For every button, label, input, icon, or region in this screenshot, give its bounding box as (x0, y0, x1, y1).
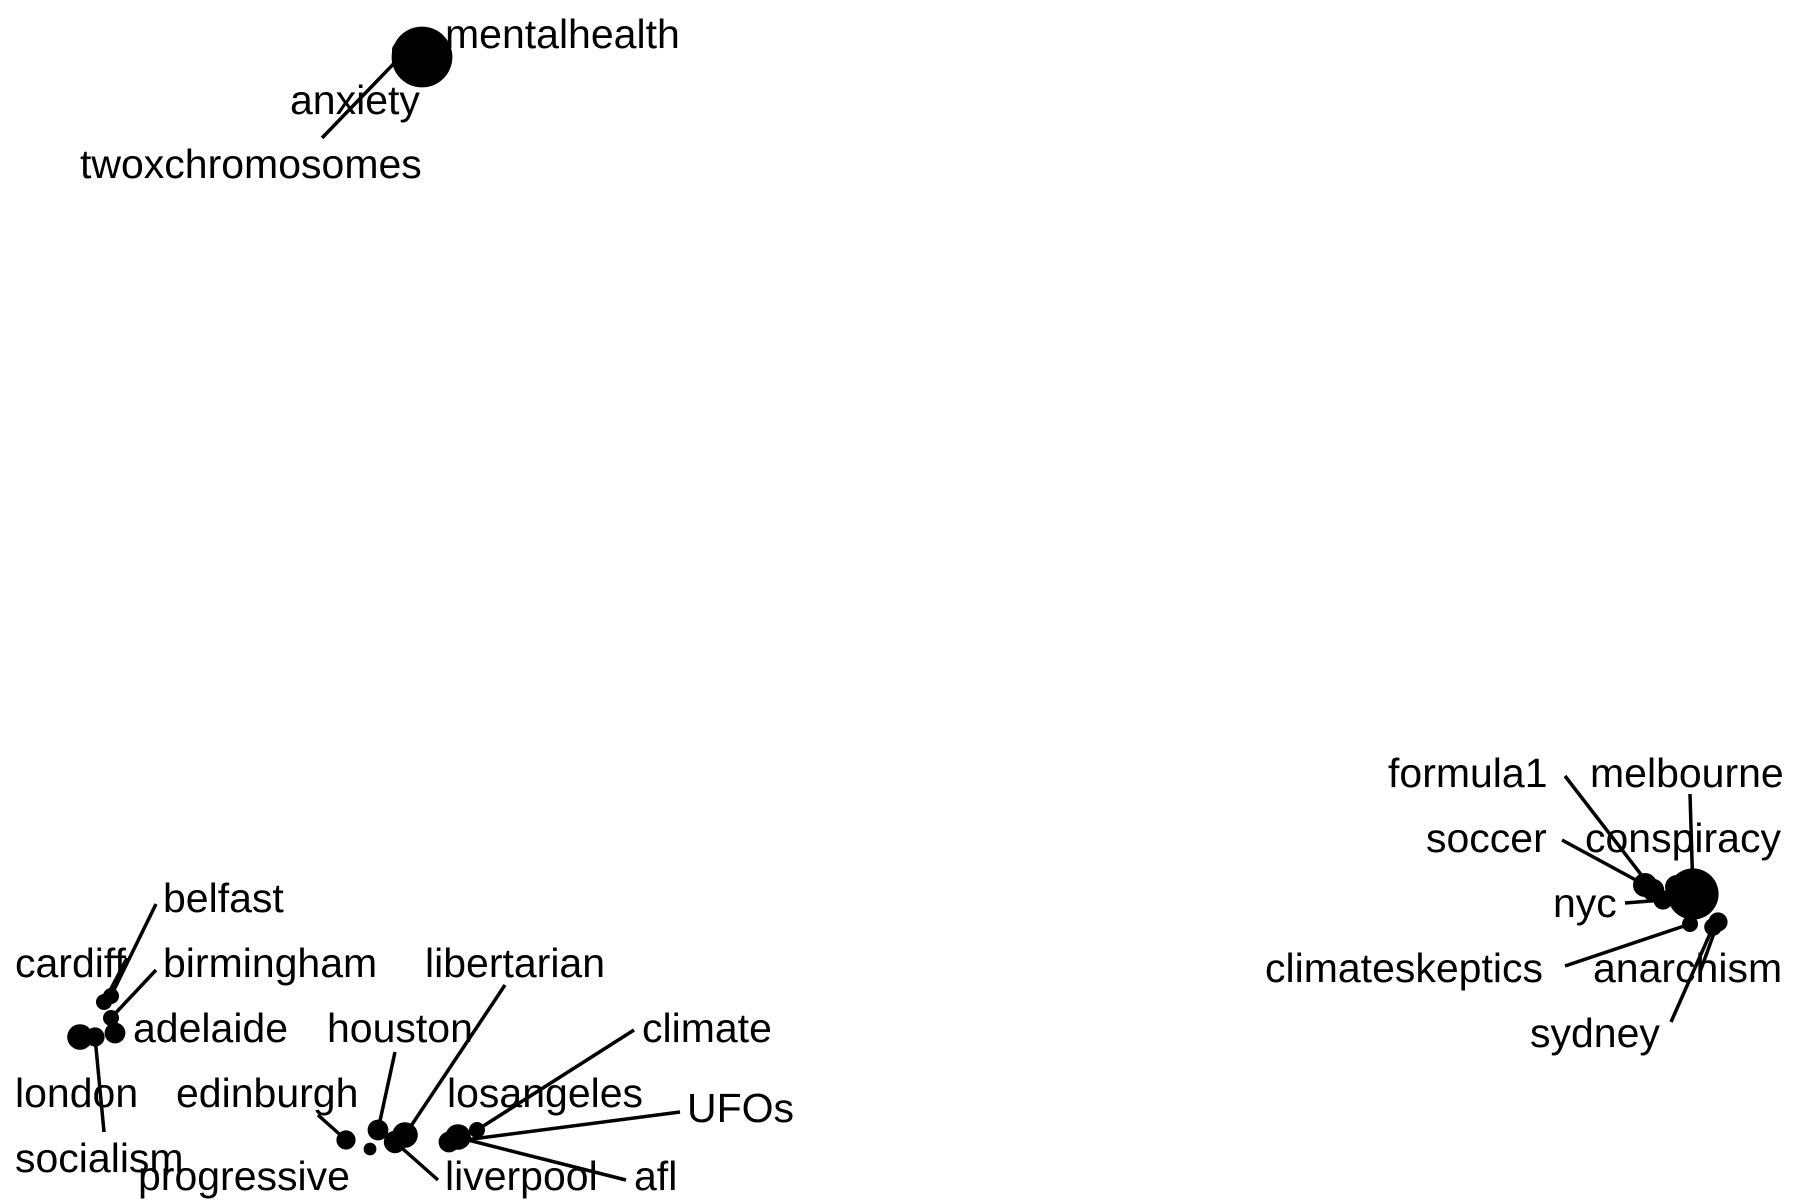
point-label-mentalhealth: mentalhealth (445, 11, 680, 57)
point-label-houston: houston (327, 1005, 473, 1051)
point-label-anarchism: anarchism (1593, 945, 1782, 991)
leader-line-ufos (448, 1110, 681, 1144)
leader-line-afl (459, 1136, 627, 1182)
point-label-edinburgh: edinburgh (176, 1070, 358, 1116)
leader-line-birmingham (109, 968, 158, 1020)
point-liverpool (383, 1130, 407, 1154)
leader-line-belfast (109, 903, 158, 997)
point-label-losangeles: losangeles (447, 1070, 643, 1116)
point-adelaide (104, 1022, 126, 1044)
leader-line-libertarian (403, 984, 507, 1136)
point-label-cardiff: cardiff (15, 940, 127, 986)
leader-lines (93, 50, 1720, 1182)
point-label-climate: climate (642, 1005, 772, 1051)
point-label-socialism: socialism (15, 1135, 184, 1181)
point-label-liverpool: liverpool (445, 1153, 598, 1199)
point-cardiff (96, 994, 112, 1010)
point-progressive (363, 1142, 377, 1156)
point-nyc (1653, 890, 1673, 910)
point-label-anxiety: anxiety (290, 77, 420, 123)
point-edinburgh (336, 1130, 356, 1150)
point-mentalhealth (391, 26, 453, 88)
point-twoxchromosomes (397, 44, 413, 60)
point-labels: mentalhealth anxiety twoxchromosomes belfas… (15, 11, 1784, 1199)
point-label-london: london (15, 1070, 138, 1116)
leader-line-sydney (1669, 926, 1715, 1023)
point-label-ufos: UFOs (687, 1085, 794, 1131)
point-climateskeptics (1682, 916, 1698, 932)
point-label-nyc: nyc (1553, 880, 1617, 926)
point-london (67, 1024, 93, 1050)
leader-line-formula1 (1563, 774, 1655, 892)
leader-line-soccer (1561, 838, 1646, 887)
point-sydney (1704, 918, 1722, 936)
point-birmingham (103, 1010, 119, 1026)
point-label-melbourne: melbourne (1590, 750, 1784, 796)
point-label-sydney: sydney (1530, 1010, 1660, 1056)
leader-line-socialism (93, 1036, 106, 1133)
point-houston (367, 1119, 389, 1141)
point-afl (449, 1127, 471, 1149)
leader-line-houston (376, 1051, 397, 1131)
point-label-twoxchromosomes: twoxchromosomes (80, 141, 422, 187)
point-label-soccer: soccer (1426, 815, 1547, 861)
leader-line-climateskeptics (1564, 922, 1691, 968)
leader-line-climate (476, 1028, 635, 1132)
point-conspiracy (1665, 875, 1689, 899)
point-label-conspiracy: conspiracy (1585, 815, 1781, 861)
point-label-belfast: belfast (163, 875, 284, 921)
point-label-climateskeptics: climateskeptics (1265, 945, 1543, 991)
point-climate (469, 1122, 485, 1138)
point-label-libertarian: libertarian (425, 940, 605, 986)
point-label-birmingham: birmingham (163, 940, 377, 986)
point-label-adelaide: adelaide (133, 1005, 288, 1051)
point-label-formula1: formula1 (1388, 750, 1548, 796)
point-label-afl: afl (634, 1153, 677, 1199)
point-label-progressive: progressive (138, 1153, 350, 1199)
data-points (67, 26, 1728, 1156)
point-socialism (85, 1027, 105, 1047)
leader-line-twoxchromosomes (320, 50, 407, 140)
